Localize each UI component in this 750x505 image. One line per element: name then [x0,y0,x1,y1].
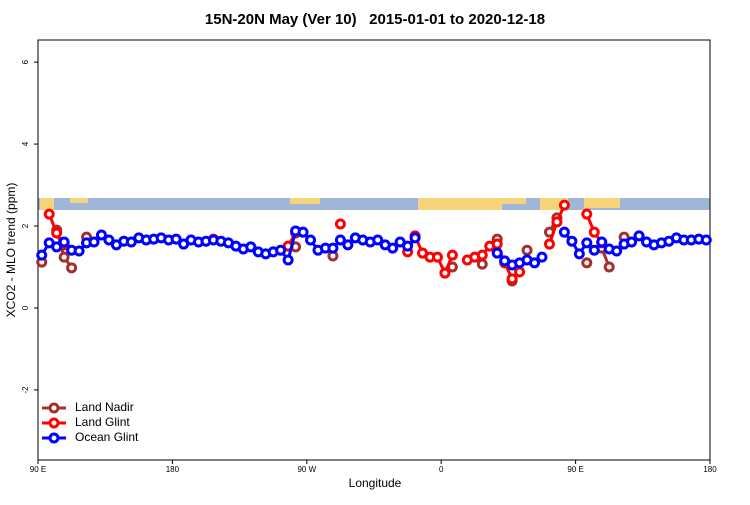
x-tick-label: 90 W [297,465,316,474]
point [491,247,503,259]
point [476,249,488,261]
point [342,239,354,251]
point [334,218,346,230]
point [514,266,526,278]
point [603,261,615,273]
legend-label: Ocean Glint [75,430,139,444]
y-tick-label: 0 [21,305,30,310]
point [73,245,85,257]
x-tick-label: 180 [166,465,180,474]
map-strip [38,198,710,210]
point [431,251,443,263]
legend-label: Land Nadir [75,400,134,414]
point [387,242,399,254]
x-tick-label: 90 E [567,465,583,474]
point [626,236,638,248]
point [297,226,309,238]
point [529,257,541,269]
point [439,267,451,279]
point [611,245,623,257]
x-tick-label: 180 [703,465,717,474]
point [536,251,548,263]
y-tick-label: -2 [21,386,30,394]
point [245,241,257,253]
series [36,225,712,271]
point [581,257,593,269]
point [491,238,503,250]
point [372,234,384,246]
point [327,242,339,254]
point [521,244,533,256]
point [51,241,63,253]
y-tick-label: 2 [21,223,30,228]
point [334,234,346,246]
point [633,230,645,242]
x-tick-label: 0 [439,465,444,474]
legend-marker [48,432,60,444]
point [409,232,421,244]
x-tick-label: 90 E [30,465,46,474]
point [402,240,414,252]
point [446,249,458,261]
y-tick-label: 6 [21,59,30,64]
point [43,208,55,220]
plot-frame [37,39,711,461]
legend-label: Land Glint [75,415,130,429]
point [558,199,570,211]
point [551,216,563,228]
point [282,254,294,266]
legend-marker [48,402,60,414]
point [581,208,593,220]
point [36,249,48,261]
point [543,238,555,250]
point [558,226,570,238]
point [596,236,608,248]
point [506,273,518,285]
point [66,262,78,274]
point [476,258,488,270]
point [581,237,593,249]
series [36,212,630,287]
point [573,248,585,260]
point [275,244,287,256]
y-tick-label: 4 [21,141,30,146]
point [51,227,63,239]
point [95,229,107,241]
point [566,235,578,247]
point [700,234,712,246]
x-axis-label: Longitude [349,476,402,490]
point [305,234,317,246]
y-axis-label: XCO2 - MLO trend (ppm) [4,183,18,318]
point [170,233,182,245]
chart-title: 15N-20N May (Ver 10) 2015-01-01 to 2020-… [205,11,545,28]
point [103,234,115,246]
legend-marker [48,417,60,429]
point [588,226,600,238]
point [88,236,100,248]
point [58,251,70,263]
point [58,236,70,248]
point [588,244,600,256]
